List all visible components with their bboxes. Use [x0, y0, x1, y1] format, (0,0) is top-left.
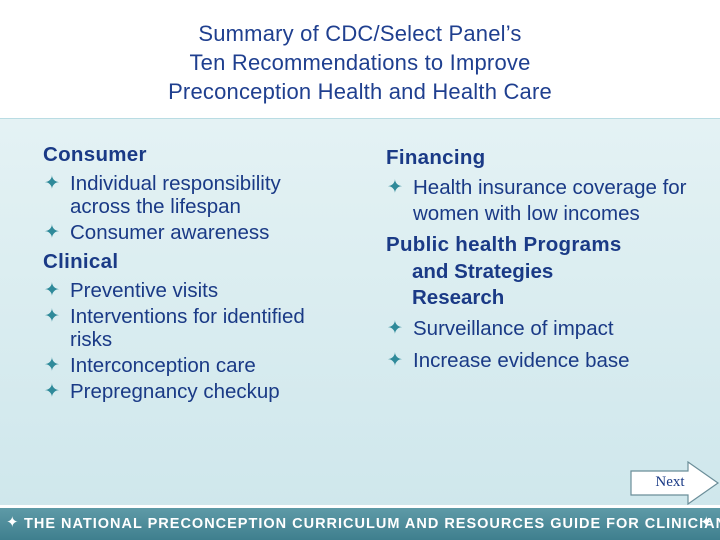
- left-column: Consumer ✦ Individual responsibility acr…: [43, 140, 343, 406]
- list-item-text: Preventive visits: [70, 279, 219, 302]
- next-button-label: Next: [655, 474, 685, 490]
- list-item: ✦ Increase evidence base: [386, 349, 706, 372]
- list-item-text: Health insurance coverage for women with…: [413, 176, 687, 225]
- right-column: Financing ✦ Health insurance coverage fo…: [386, 143, 706, 375]
- footer-text: THE NATIONAL PRECONCEPTION CURRICULUM AN…: [24, 516, 720, 532]
- next-arrow-icon: [630, 461, 720, 505]
- content-panel: Consumer ✦ Individual responsibility acr…: [0, 118, 720, 505]
- star-bullet-icon: ✦: [44, 381, 60, 402]
- list-item-text: Individual responsibility across the lif…: [70, 172, 281, 218]
- public-health-heading: Public health Programs: [386, 233, 622, 256]
- star-left-icon: ✦: [6, 514, 19, 531]
- star-bullet-icon: ✦: [44, 306, 60, 327]
- next-button[interactable]: Next: [630, 461, 720, 505]
- financing-heading: Financing: [386, 146, 486, 169]
- footer-banner: ✦ THE NATIONAL PRECONCEPTION CURRICULUM …: [0, 508, 720, 540]
- list-item: ✦ Surveillance of impact: [386, 317, 706, 340]
- list-item: ✦ Individual responsibility across the l…: [43, 172, 343, 218]
- title-line-3: Preconception Health and Health Care: [168, 79, 552, 104]
- list-item: ✦ Interventions for identified risks: [43, 305, 343, 351]
- list-item: ✦ Preventive visits: [43, 279, 343, 302]
- list-item-text: Consumer awareness: [70, 221, 270, 244]
- list-item: ✦ Consumer awareness: [43, 221, 343, 244]
- list-item: ✦ Interconception care: [43, 354, 343, 377]
- list-item-text: Interventions for identified risks: [70, 305, 305, 351]
- title-line-2: Ten Recommendations to Improve: [189, 50, 531, 75]
- star-bullet-icon: ✦: [387, 318, 403, 339]
- list-item-text: Increase evidence base: [413, 349, 630, 372]
- star-bullet-icon: ✦: [44, 173, 60, 194]
- list-item-text: Prepregnancy checkup: [70, 380, 280, 403]
- star-bullet-icon: ✦: [387, 350, 403, 371]
- public-health-heading-cont: and Strategies: [412, 260, 554, 283]
- star-bullet-icon: ✦: [387, 177, 403, 198]
- star-bullet-icon: ✦: [44, 222, 60, 243]
- list-item-text: Surveillance of impact: [413, 317, 614, 340]
- list-item-text: Interconception care: [70, 354, 256, 377]
- title-area: Summary of CDC/Select Panel’s Ten Recomm…: [0, 0, 720, 118]
- research-heading: Research: [412, 286, 505, 309]
- slide-title: Summary of CDC/Select Panel’s Ten Recomm…: [0, 19, 720, 106]
- title-line-1: Summary of CDC/Select Panel’s: [198, 21, 522, 46]
- clinical-heading: Clinical: [43, 250, 119, 273]
- list-item: ✦ Health insurance coverage for women wi…: [386, 175, 706, 227]
- star-bullet-icon: ✦: [44, 280, 60, 301]
- star-right-icon: ✦: [700, 514, 713, 531]
- star-bullet-icon: ✦: [44, 355, 60, 376]
- list-item: ✦ Prepregnancy checkup: [43, 380, 343, 403]
- consumer-heading: Consumer: [43, 143, 147, 166]
